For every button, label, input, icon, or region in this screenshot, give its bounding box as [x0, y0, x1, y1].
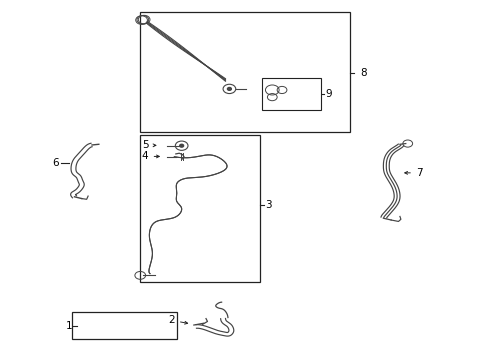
- Text: 8: 8: [361, 68, 367, 78]
- Bar: [140, 135, 260, 282]
- Text: 2: 2: [169, 315, 175, 325]
- Bar: [72, 312, 177, 339]
- Text: 4: 4: [142, 152, 148, 161]
- Bar: [140, 12, 350, 132]
- Text: 7: 7: [416, 168, 423, 178]
- Bar: [262, 78, 320, 111]
- Circle shape: [180, 144, 184, 147]
- Text: 3: 3: [265, 200, 271, 210]
- Text: 6: 6: [52, 158, 59, 168]
- Circle shape: [227, 87, 231, 90]
- Text: 5: 5: [142, 140, 148, 150]
- Text: 1: 1: [66, 321, 73, 332]
- Text: 9: 9: [325, 89, 332, 99]
